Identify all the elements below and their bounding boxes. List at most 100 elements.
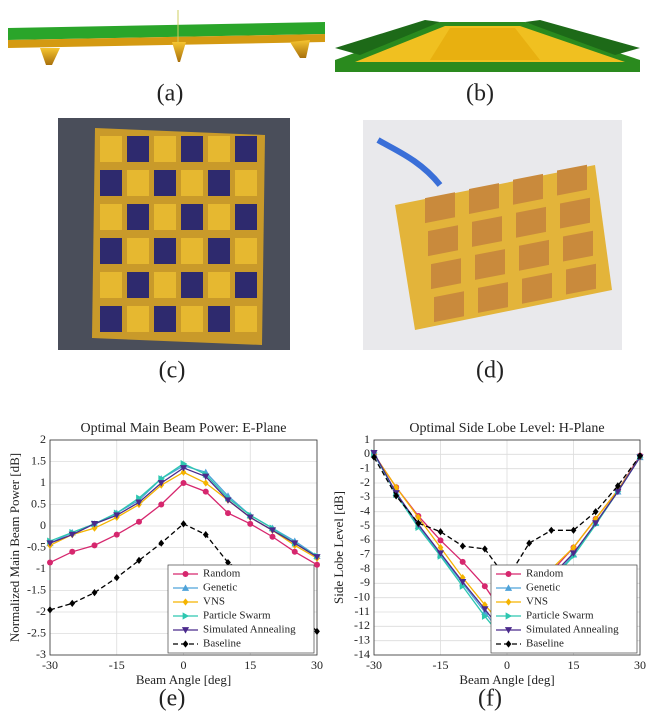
cell (154, 272, 176, 298)
legend-label: Random (526, 568, 564, 580)
legend-marker (183, 571, 189, 577)
y-axis-label: Normalized Main Beam Power [dB] (7, 453, 22, 642)
patch (208, 170, 230, 196)
patch (127, 272, 149, 298)
x-axis-label: Beam Angle [deg] (136, 672, 231, 687)
y-tick-label: -2 (360, 475, 370, 489)
y-tick-label: 0 (364, 446, 370, 460)
y-tick-label: -6 (360, 532, 370, 546)
legend-label: Particle Swarm (203, 610, 271, 622)
patch (181, 136, 203, 162)
patch (154, 306, 176, 332)
patch (235, 272, 257, 298)
y-tick-label: -9 (360, 575, 370, 589)
marker (314, 562, 320, 568)
cell (235, 170, 257, 196)
x-tick-label: -30 (42, 658, 58, 672)
x-tick-label: 0 (181, 658, 187, 672)
chart-title: Optimal Main Beam Power: E-Plane (80, 421, 286, 436)
patch (154, 170, 176, 196)
y-tick-label: -5 (360, 518, 370, 532)
y-tick-label: -7 (360, 546, 370, 560)
patch (154, 238, 176, 264)
marker (136, 519, 142, 525)
cell (181, 306, 203, 332)
y-tick-label: 1 (364, 432, 370, 446)
y-tick-label: -1.5 (27, 582, 46, 596)
cell (235, 306, 257, 332)
y-tick-label: -0.5 (27, 539, 46, 553)
marker (482, 583, 488, 589)
cell (127, 238, 149, 264)
x-tick-label: 15 (568, 658, 580, 672)
x-tick-label: -30 (366, 658, 382, 672)
cell (181, 238, 203, 264)
cell (181, 170, 203, 196)
marker (438, 537, 444, 543)
legend-label: VNS (526, 596, 548, 608)
patch (100, 238, 122, 264)
y-tick-label: -13 (354, 632, 370, 646)
cell (100, 204, 122, 230)
photo-c (58, 118, 290, 350)
patch (181, 204, 203, 230)
patch (100, 170, 122, 196)
y-tick-label: 1.5 (31, 453, 46, 467)
y-tick-label: -3 (360, 489, 370, 503)
cell (235, 238, 257, 264)
y-tick-label: -8 (360, 561, 370, 575)
legend-label: Genetic (526, 582, 560, 594)
legend-label: Particle Swarm (526, 610, 594, 622)
y-axis-label: Side Lobe Level [dB] (331, 491, 346, 604)
y-tick-label: -4 (360, 503, 370, 517)
chart-title: Optimal Side Lobe Level: H-Plane (409, 421, 604, 436)
cell (208, 136, 230, 162)
x-tick-label: 0 (504, 658, 510, 672)
cell (208, 272, 230, 298)
y-tick-label: 0 (40, 518, 46, 532)
y-tick-label: -2 (36, 604, 46, 618)
patch (181, 272, 203, 298)
marker (114, 532, 120, 538)
legend-label: Baseline (203, 638, 241, 650)
cell (127, 306, 149, 332)
panel-label: (f) (478, 686, 502, 712)
marker (270, 534, 276, 540)
marker (460, 559, 466, 565)
y-tick-label: -1 (36, 561, 46, 575)
patch (235, 204, 257, 230)
marker (292, 549, 298, 555)
x-tick-label: -15 (433, 658, 449, 672)
cell (154, 204, 176, 230)
marker (181, 480, 187, 486)
marker (203, 489, 209, 495)
cell (127, 170, 149, 196)
patch (235, 136, 257, 162)
patch (208, 238, 230, 264)
patch (208, 306, 230, 332)
panel-label: (e) (159, 686, 186, 712)
x-tick-label: -15 (109, 658, 125, 672)
marker (247, 521, 253, 527)
patch (127, 136, 149, 162)
x-tick-label: 30 (311, 658, 323, 672)
marker (69, 549, 75, 555)
panel-label: (d) (476, 358, 504, 384)
legend-label: Simulated Annealing (526, 624, 619, 636)
panel-label: (a) (157, 81, 184, 107)
legend-label: Random (203, 568, 241, 580)
marker (158, 502, 164, 508)
x-axis-label: Beam Angle [deg] (459, 672, 554, 687)
y-tick-label: -2.5 (27, 625, 46, 639)
y-tick-label: -10 (354, 589, 370, 603)
y-tick-label: -12 (354, 618, 370, 632)
figure: (a)(b)(c)(d)(e)(f) -3-2.5-2-1.5-1-0.500.… (0, 0, 646, 715)
photo-d (363, 120, 622, 350)
photo-a (8, 10, 325, 65)
patch (100, 306, 122, 332)
legend-label: Baseline (526, 638, 564, 650)
photo-b (335, 20, 640, 72)
cell (100, 272, 122, 298)
y-tick-label: -1 (360, 460, 370, 474)
